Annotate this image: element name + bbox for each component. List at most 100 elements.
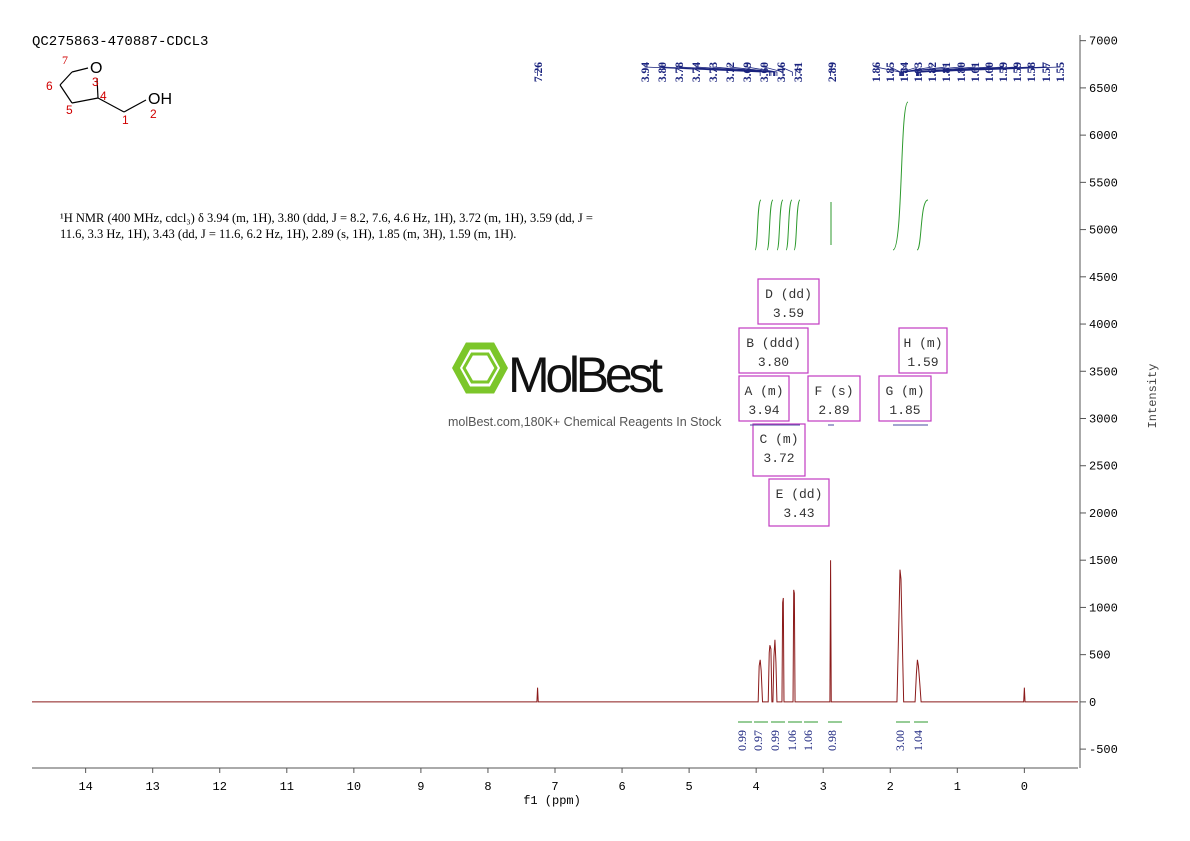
multiplet-box — [752, 423, 806, 477]
y-tick-label: -500 — [1089, 743, 1118, 757]
x-tick-label: 8 — [484, 780, 491, 794]
atom-number: 1 — [122, 113, 129, 127]
peak-label: 1.59 — [998, 62, 1010, 82]
integral-curve — [766, 199, 774, 251]
integral-curve — [793, 199, 801, 251]
peak-label: 3.60 — [759, 62, 771, 82]
y-axis-label: Intensity — [1146, 364, 1160, 429]
peak-label: 7.26 — [533, 62, 545, 82]
multiplet-shift: 1.85 — [889, 403, 920, 418]
peak-connector — [695, 64, 774, 76]
multiplet-box — [738, 375, 790, 422]
x-tick-label: 12 — [213, 780, 227, 794]
multiplet-shift: 3.80 — [758, 355, 789, 370]
peak-label: 3.41 — [793, 62, 805, 82]
integral-value: 0.99 — [735, 730, 749, 751]
y-tick-label: 6500 — [1089, 82, 1118, 96]
x-tick-label: 9 — [417, 780, 424, 794]
peak-label: 3.73 — [708, 62, 720, 82]
multiplet-shift: 3.94 — [748, 403, 779, 418]
multiplet-label: B (ddd) — [746, 336, 801, 351]
x-tick-label: 0 — [1021, 780, 1028, 794]
x-tick-label: 3 — [820, 780, 827, 794]
x-axis-label: f1 (ppm) — [523, 794, 581, 808]
molecule — [59, 67, 147, 113]
x-tick-label: 13 — [145, 780, 159, 794]
peak-connector — [795, 64, 799, 76]
peak-connector — [729, 64, 776, 76]
peak-label: 3.74 — [691, 62, 703, 82]
y-tick-label: 2000 — [1089, 507, 1118, 521]
peak-connector — [916, 64, 976, 76]
integral-curve — [892, 101, 909, 251]
atom-label: O — [90, 60, 102, 77]
x-tick-label: 4 — [753, 780, 760, 794]
peak-connector — [900, 64, 905, 76]
atom-number: 4 — [100, 89, 107, 103]
y-tick-label: 5000 — [1089, 224, 1118, 238]
spectrum-line — [32, 560, 1078, 703]
integral-value: 0.97 — [751, 730, 765, 751]
peak-label: 1.86 — [871, 62, 883, 82]
multiplet-shift: 3.72 — [763, 451, 794, 466]
x-tick-label: 5 — [686, 780, 693, 794]
watermark-tagline: molBest.com,180K+ Chemical Reagents In S… — [448, 415, 722, 429]
y-tick-label: 500 — [1089, 649, 1111, 663]
atom-label: OH — [148, 91, 172, 108]
y-tick-label: 7000 — [1089, 35, 1118, 49]
multiplet-label: G (m) — [885, 384, 924, 399]
peak-label: 2.89 — [827, 62, 839, 82]
multiplet-box — [757, 278, 820, 325]
peak-label: 1.60 — [984, 62, 996, 82]
integral-value: 1.04 — [911, 730, 925, 751]
y-tick-label: 1500 — [1089, 554, 1118, 568]
peak-label: 1.85 — [885, 62, 897, 82]
peak-label: 1.81 — [941, 62, 953, 82]
multiplet-label: H (m) — [903, 336, 942, 351]
peak-connector — [746, 64, 778, 76]
y-tick-label: 4000 — [1089, 318, 1118, 332]
multiplet-shift: 3.43 — [783, 506, 814, 521]
peak-connector — [830, 64, 833, 76]
peak-label: 1.57 — [1041, 62, 1053, 82]
peak-label: 1.80 — [956, 62, 968, 82]
multiplet-box — [807, 375, 861, 422]
peak-connector — [780, 64, 793, 76]
y-tick-label: 1000 — [1089, 601, 1118, 615]
peak-connector — [889, 64, 901, 76]
watermark-logo — [452, 342, 508, 394]
peak-label: 1.55 — [1055, 62, 1067, 82]
peak-label: 1.58 — [1026, 62, 1038, 82]
peak-connector — [678, 64, 772, 76]
y-tick-label: 2500 — [1089, 460, 1118, 474]
x-tick-label: 10 — [347, 780, 361, 794]
atom-number: 6 — [46, 79, 53, 93]
peak-connector — [902, 64, 947, 76]
peak-label: 1.61 — [970, 62, 982, 82]
multiplet-label: F (s) — [814, 384, 853, 399]
peak-connector — [661, 64, 770, 76]
peak-connector — [712, 64, 775, 76]
x-tick-label: 1 — [954, 780, 961, 794]
multiplet-label: E (dd) — [776, 487, 823, 502]
peak-label: 3.78 — [674, 62, 686, 82]
integral-curve — [776, 199, 784, 251]
peak-label: 1.59 — [1012, 62, 1024, 82]
atom-number: 7 — [62, 53, 68, 67]
peak-connector — [920, 64, 1061, 76]
multiplet-box — [898, 327, 948, 374]
peak-label: 3.72 — [725, 62, 737, 82]
y-tick-label: 3500 — [1089, 365, 1118, 379]
atom-number: 2 — [150, 107, 157, 121]
y-tick-label: 5500 — [1089, 176, 1118, 190]
peak-label: 3.80 — [657, 62, 669, 82]
multiplet-label: A (m) — [744, 384, 783, 399]
multiplet-shift: 2.89 — [818, 403, 849, 418]
multiplet-box — [878, 375, 932, 422]
peak-connector — [901, 64, 933, 76]
x-tick-label: 7 — [551, 780, 558, 794]
integral-value: 3.00 — [893, 730, 907, 751]
integral-value: 0.99 — [768, 730, 782, 751]
peak-connector — [875, 64, 901, 76]
